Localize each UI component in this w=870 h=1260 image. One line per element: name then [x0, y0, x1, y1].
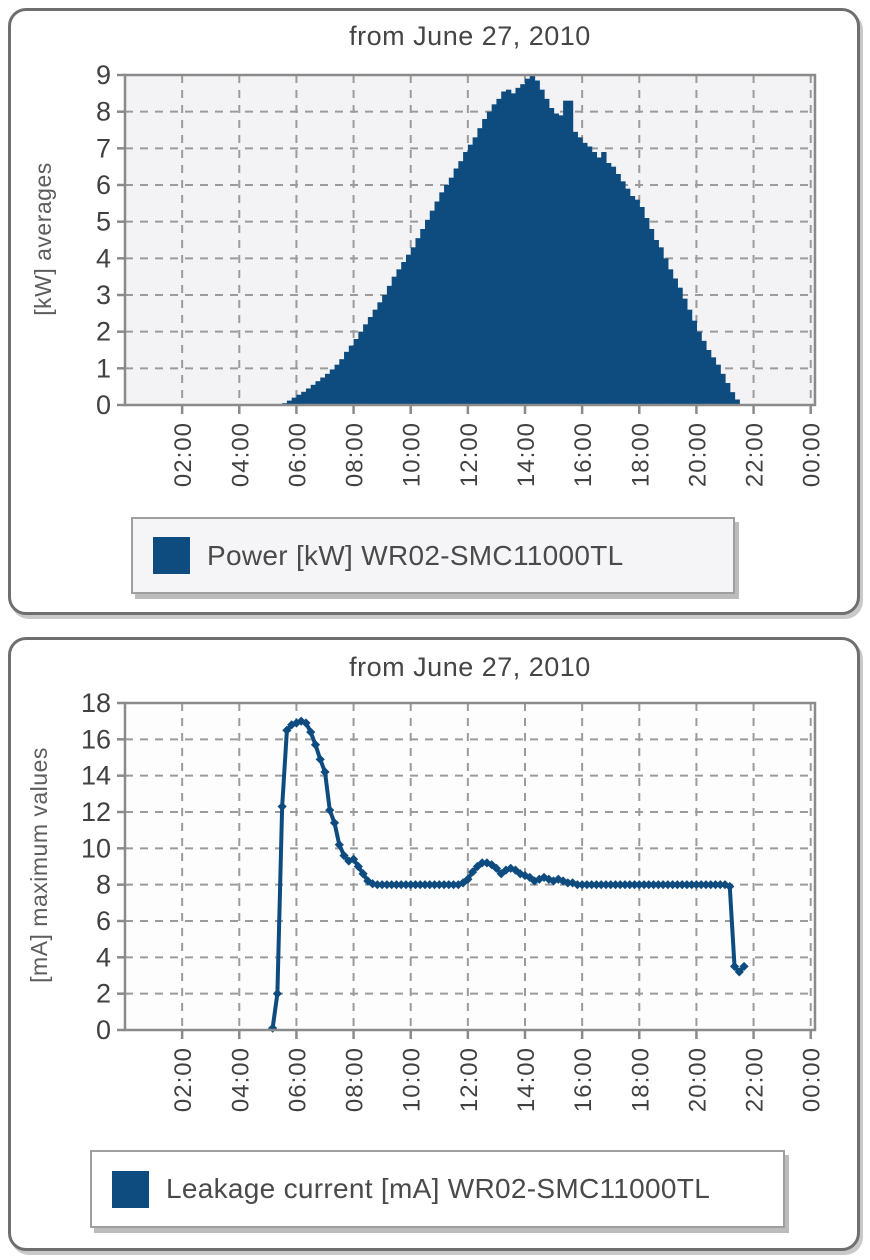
svg-text:9: 9	[96, 60, 111, 90]
leakage-legend-swatch-icon	[112, 1170, 149, 1208]
svg-text:06:00: 06:00	[284, 422, 311, 487]
leakage-chart-plot: 0 2 4 6 8 10 12 14 16 18 02:00 04:00 06:00 08:00 10:00…	[81, 688, 826, 1112]
svg-text:08:00: 08:00	[342, 422, 369, 487]
leakage-plot-border	[123, 701, 817, 1032]
svg-text:14:00: 14:00	[513, 1047, 540, 1112]
power-plot-border	[123, 73, 817, 407]
svg-text:16: 16	[81, 724, 111, 754]
svg-text:6: 6	[96, 906, 111, 936]
svg-text:5: 5	[96, 207, 111, 237]
svg-text:08:00: 08:00	[342, 1047, 369, 1112]
leakage-legend-label: Leakage current [mA] WR02-SMC11000TL	[166, 1173, 711, 1204]
svg-text:12:00: 12:00	[456, 1047, 483, 1112]
svg-text:14: 14	[81, 761, 111, 791]
power-chart-plot: 0 1 2 3 4 5 6 7 8 9 02:00 04:00 06:00 08:00 10:00 12:00…	[96, 60, 826, 487]
power-legend: Power [kW] WR02-SMC11000TL	[131, 517, 735, 594]
svg-text:16:00: 16:00	[570, 422, 597, 487]
svg-text:20:00: 20:00	[684, 422, 711, 487]
svg-text:4: 4	[96, 942, 111, 972]
svg-text:0: 0	[96, 1015, 111, 1045]
svg-text:12:00: 12:00	[456, 422, 483, 487]
leakage-chart-card: from June 27, 2010 [mA] maximum values 0…	[8, 637, 860, 1251]
svg-text:4: 4	[96, 243, 111, 273]
svg-text:18:00: 18:00	[627, 1047, 654, 1112]
svg-text:8: 8	[96, 870, 111, 900]
svg-text:3: 3	[96, 280, 111, 310]
svg-text:16:00: 16:00	[570, 1047, 597, 1112]
leakage-x-tick-labels: 02:00 04:00 06:00 08:00 10:00 12:00 14:00 16:00…	[170, 1047, 826, 1112]
svg-text:6: 6	[96, 170, 111, 200]
leakage-y-tick-labels: 0 2 4 6 8 10 12 14 16 18	[81, 688, 111, 1045]
svg-text:2: 2	[96, 979, 111, 1009]
leakage-plot-background	[125, 703, 815, 1030]
svg-text:12: 12	[81, 797, 111, 827]
power-y-tick-labels: 0 1 2 3 4 5 6 7 8 9	[96, 60, 111, 420]
svg-text:00:00: 00:00	[799, 1047, 826, 1112]
svg-text:2: 2	[96, 317, 111, 347]
svg-text:10:00: 10:00	[399, 1047, 426, 1112]
svg-text:18:00: 18:00	[627, 422, 654, 487]
svg-text:8: 8	[96, 97, 111, 127]
svg-text:04:00: 04:00	[227, 1047, 254, 1112]
svg-text:18: 18	[81, 688, 111, 718]
power-legend-swatch-icon	[153, 537, 190, 574]
leakage-legend: Leakage current [mA] WR02-SMC11000TL	[90, 1150, 785, 1228]
svg-text:06:00: 06:00	[284, 1047, 311, 1112]
leakage-tick-marks	[117, 701, 812, 1039]
svg-text:1: 1	[96, 353, 111, 383]
power-chart-title: from June 27, 2010	[349, 21, 591, 51]
svg-text:02:00: 02:00	[170, 422, 197, 487]
power-tick-marks	[117, 73, 812, 414]
svg-text:20:00: 20:00	[684, 1047, 711, 1112]
svg-text:14:00: 14:00	[513, 422, 540, 487]
power-legend-label: Power [kW] WR02-SMC11000TL	[207, 539, 624, 571]
leakage-gridlines	[125, 703, 815, 1030]
power-x-tick-labels: 02:00 04:00 06:00 08:00 10:00 12:00 14:00 16:00…	[170, 422, 826, 487]
svg-text:10: 10	[81, 833, 111, 863]
svg-text:00:00: 00:00	[799, 422, 826, 487]
power-series	[282, 75, 740, 406]
svg-text:22:00: 22:00	[742, 422, 769, 487]
svg-text:02:00: 02:00	[170, 1047, 197, 1112]
svg-text:04:00: 04:00	[227, 422, 254, 487]
svg-text:22:00: 22:00	[742, 1047, 769, 1112]
leakage-chart-title: from June 27, 2010	[349, 652, 591, 682]
svg-text:7: 7	[96, 133, 111, 163]
svg-text:0: 0	[96, 390, 111, 420]
leakage-chart-area: from June 27, 2010 [mA] maximum values 0…	[11, 640, 857, 1248]
svg-text:10:00: 10:00	[399, 422, 426, 487]
